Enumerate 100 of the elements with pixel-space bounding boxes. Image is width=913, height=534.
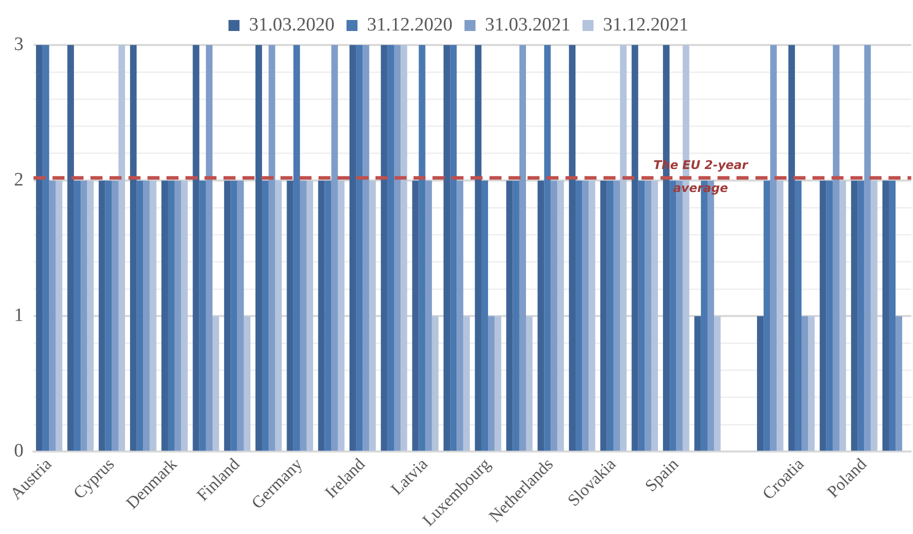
bar: [694, 316, 701, 451]
bar: [74, 180, 81, 451]
bar: [268, 45, 276, 451]
bar: [87, 180, 94, 451]
y-tick-label: 3: [14, 34, 24, 55]
bar: [620, 45, 627, 451]
bar: [582, 180, 589, 451]
bar: [318, 180, 325, 451]
bar: [324, 180, 332, 451]
bar: [526, 316, 533, 451]
bar: [161, 180, 168, 451]
bar: [463, 316, 470, 451]
bar: [67, 45, 74, 451]
bar: [794, 180, 802, 451]
bar: [244, 316, 250, 451]
bar: [488, 316, 495, 451]
bar: [851, 180, 858, 451]
bar: [519, 45, 526, 451]
bar: [770, 45, 777, 451]
bar: [369, 180, 376, 451]
bar: [36, 45, 43, 451]
bar: [882, 180, 889, 451]
bar: [112, 180, 118, 451]
bar: [456, 180, 464, 451]
bar: [293, 45, 300, 451]
bar: [568, 45, 576, 451]
bar: [644, 180, 652, 451]
bar: [808, 316, 815, 451]
bar: [105, 180, 112, 451]
bar: [230, 180, 238, 451]
bar: [418, 45, 426, 451]
legend-label: 31.03.2020: [249, 14, 334, 36]
bar: [286, 180, 294, 451]
bar: [362, 45, 370, 451]
bar: [212, 316, 220, 451]
bar: [588, 180, 596, 451]
bar: [49, 180, 56, 451]
bar: [613, 180, 620, 451]
bar: [387, 45, 394, 451]
bar: [56, 180, 62, 451]
bar: [143, 180, 150, 451]
bar: [832, 45, 840, 451]
bar: [788, 45, 795, 451]
bar: [425, 180, 432, 451]
bar: [444, 45, 450, 451]
bar: [839, 180, 846, 451]
bar: [538, 180, 544, 451]
y-tick-label: 0: [14, 440, 24, 462]
bar: [380, 45, 388, 451]
bar: [150, 180, 156, 451]
y-tick-label: 2: [14, 170, 24, 191]
bar: [168, 180, 175, 451]
bar: [638, 180, 645, 451]
bar: [224, 180, 231, 451]
bar: [192, 45, 200, 451]
bar: [888, 180, 896, 451]
bar: [237, 180, 244, 451]
bar: [199, 180, 206, 451]
bar: [118, 45, 126, 451]
bar: [600, 180, 607, 451]
bar: [550, 180, 558, 451]
bar: [802, 316, 808, 451]
bar: [474, 45, 482, 451]
bar: [757, 316, 764, 451]
bar: [820, 180, 826, 451]
bar: [306, 180, 314, 451]
bar: [206, 45, 212, 451]
bar: [512, 180, 520, 451]
bar: [606, 180, 614, 451]
legend-label: 31.12.2020: [367, 14, 452, 36]
bar: [262, 180, 269, 451]
bar: [826, 180, 833, 451]
bar: [338, 180, 344, 451]
bar: [275, 180, 282, 451]
bar: [450, 45, 457, 451]
bar: [506, 180, 513, 451]
bar: [412, 180, 419, 451]
bar: [870, 180, 878, 451]
bar: [864, 45, 871, 451]
bar: [651, 180, 658, 451]
bar: [896, 316, 902, 451]
bar: [255, 45, 262, 451]
bar: [714, 316, 721, 451]
bar: [432, 316, 439, 451]
bar: [764, 180, 770, 451]
bar: [181, 180, 188, 451]
bar: [300, 180, 307, 451]
bar: [349, 45, 356, 451]
bar: [80, 180, 88, 451]
bar: [557, 180, 564, 451]
bar: [494, 316, 502, 451]
bar: [136, 180, 144, 451]
bar: [481, 180, 488, 451]
bar: [632, 45, 638, 451]
bar: [544, 45, 551, 451]
bar: [174, 180, 182, 451]
bar: [98, 180, 106, 451]
bar: [394, 45, 401, 451]
bar: [130, 45, 137, 451]
bar: [400, 45, 408, 451]
